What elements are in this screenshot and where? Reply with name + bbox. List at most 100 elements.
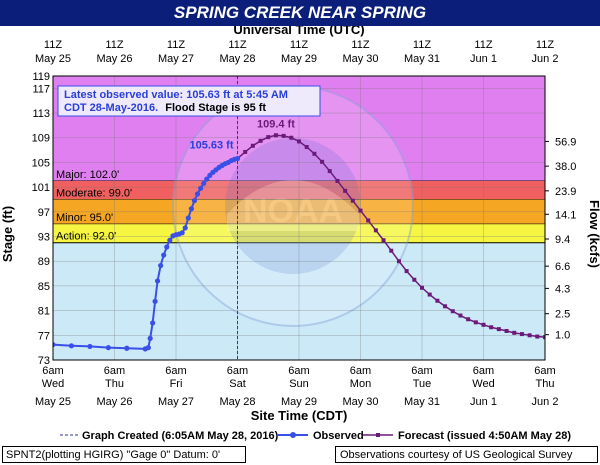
forecast-point (358, 208, 363, 213)
y2-tick-label: 38.0 (555, 161, 576, 173)
observed-point (53, 341, 56, 348)
x-tick-date: May 31 (404, 396, 440, 408)
category-label-major: Major: 102.0' (56, 169, 119, 181)
observation-credit: Observations courtesy of US Geological S… (335, 446, 598, 463)
forecast-point (473, 320, 478, 325)
y-tick-label: 77 (38, 330, 50, 342)
observed-point (194, 191, 201, 197)
top-tick-time: 11Z (290, 39, 308, 51)
forecast-point (243, 149, 248, 154)
forecast-point (273, 133, 278, 138)
observed-point (152, 298, 158, 304)
y-tick-label: 89 (38, 256, 50, 268)
top-tick-date: May 31 (404, 53, 440, 65)
y-tick-label: 113 (32, 108, 50, 120)
forecast-point (289, 135, 294, 140)
observed-point (179, 230, 185, 236)
x-tick-time: 6am (165, 365, 186, 377)
x-tick-day: Mon (350, 378, 371, 390)
x-tick-date: May 30 (342, 396, 378, 408)
observed-point (154, 278, 161, 284)
seal-center (225, 138, 361, 274)
x-tick-date: May 25 (35, 396, 71, 408)
forecast-point (266, 135, 271, 140)
y2-tick-label: 6.6 (555, 261, 570, 273)
x-tick-day: Sun (289, 378, 309, 390)
top-tick-date: May 26 (96, 53, 132, 65)
forecast-point (343, 188, 348, 193)
forecast-peak-label: 109.4 ft (257, 118, 295, 130)
observed-point (167, 237, 173, 243)
y2-tick-label: 9.4 (555, 234, 570, 246)
observed-value-label: 105.63 ft (189, 140, 233, 152)
observed-point (164, 244, 170, 250)
y-tick-label: 119 (32, 71, 50, 83)
y-tick-label: 105 (32, 157, 50, 169)
latest-value-annotation: Latest observed value: 105.63 ft at 5:45… (57, 85, 321, 117)
observed-point (204, 176, 210, 182)
y-tick-label: 101 (32, 182, 50, 194)
y2-tick-label: 56.9 (555, 136, 576, 148)
top-tick-time: 11Z (228, 39, 246, 51)
x-tick-day: Thu (105, 378, 124, 390)
bottom-axis-title: Site Time (CDT) (251, 408, 348, 423)
x-tick-day: Thu (536, 378, 555, 390)
top-axis-title: Universal Time (UTC) (233, 26, 364, 37)
forecast-point (512, 330, 517, 335)
x-tick-time: 6am (227, 365, 248, 377)
y-tick-label: 109 (32, 133, 50, 145)
y-tick-label: 117 (32, 83, 50, 95)
x-tick-date: Jun 1 (470, 396, 497, 408)
forecast-point (281, 133, 286, 138)
forecast-point (373, 228, 378, 233)
observed-point (87, 343, 93, 350)
observed-point (188, 206, 194, 212)
legend-observed: Observed (313, 430, 364, 442)
top-tick-time: 11Z (44, 39, 62, 51)
forecast-point (527, 333, 532, 338)
forecast-point (420, 285, 424, 290)
forecast-point (443, 304, 448, 309)
top-tick-time: 11Z (351, 39, 369, 51)
x-tick-date: Jun 2 (532, 396, 559, 408)
observed-point (105, 345, 111, 351)
forecast-point (519, 332, 524, 337)
x-tick-time: 6am (534, 365, 555, 377)
observed-point (198, 185, 204, 191)
forecast-point (312, 151, 317, 156)
legend-observed-marker (290, 432, 296, 438)
observed-point (145, 345, 151, 351)
x-tick-time: 6am (42, 365, 63, 377)
x-tick-day: Wed (472, 378, 494, 390)
category-label-minor: Minor: 95.0' (56, 212, 113, 224)
x-tick-day: Fri (170, 378, 183, 390)
legend-forecast: Forecast (issued 4:50AM May 28) (398, 430, 571, 442)
forecast-point (320, 159, 325, 164)
forecast-point (458, 313, 463, 318)
forecast-point (450, 309, 455, 314)
y2-tick-label: 1.0 (555, 330, 570, 342)
top-tick-time: 11Z (167, 39, 185, 51)
observed-point (185, 215, 191, 221)
observed-point (68, 343, 75, 349)
x-tick-day: Sat (229, 378, 246, 390)
forecast-point (427, 292, 432, 297)
right-axis-title: Flow (kcfs) (587, 200, 600, 268)
x-tick-date: May 28 (219, 396, 255, 408)
forecast-point (335, 178, 340, 183)
forecast-point (297, 139, 301, 144)
forecast-point (389, 248, 394, 253)
top-tick-time: 11Z (536, 39, 554, 51)
axes (52, 75, 546, 361)
svg-text:CDT 28-May-2016. Flood S: CDT 28-May-2016. Flood Stage is 95 ft (64, 102, 266, 114)
forecast-point (250, 143, 255, 148)
noaa-watermark: NOAA (172, 85, 414, 327)
legend-graph-created: Graph Created (6:05AM May 28, 2016) (82, 430, 279, 442)
forecast-point (481, 322, 486, 327)
observed-point (161, 252, 167, 258)
plot-frame (52, 75, 546, 361)
observed-point (201, 180, 207, 187)
forecast-point (496, 327, 501, 332)
observed-point (147, 335, 153, 341)
y-tick-label: 81 (38, 306, 50, 318)
